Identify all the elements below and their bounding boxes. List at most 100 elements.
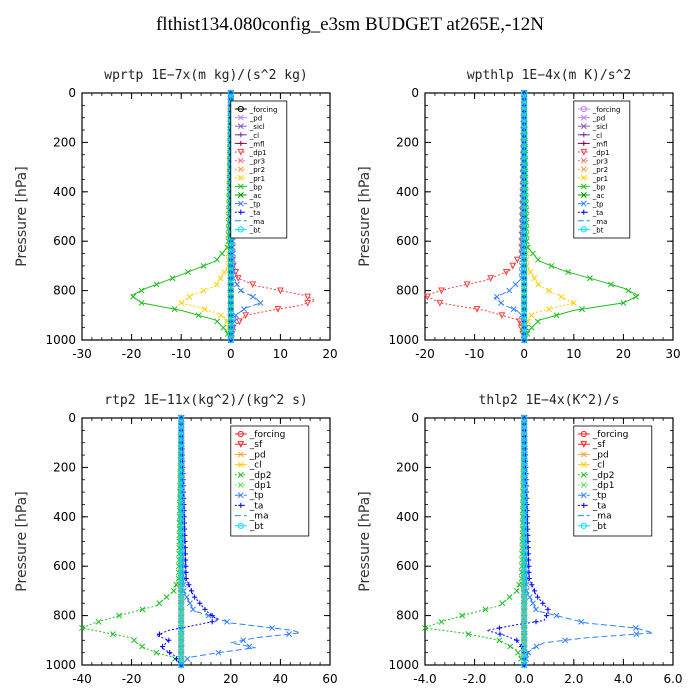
legend-label: _pd [249,450,266,460]
series-point [166,637,172,643]
series-point [497,631,503,637]
y-tick-label: 800 [396,609,419,623]
series-point [465,631,472,638]
series-point [178,433,185,440]
series-point [190,606,196,613]
legend-label: _ac [592,192,605,200]
legend-marker [580,183,587,190]
series-point [473,306,481,313]
series-point [521,194,528,202]
series-point [227,275,234,282]
series-point [163,594,170,601]
legend-label: _bt [592,226,604,234]
legend-label: _bp [592,183,606,191]
series-point [241,306,247,313]
y-tick-label: 600 [53,234,76,248]
series-point [79,624,85,631]
series-point [570,299,577,306]
series-point [178,593,185,601]
series-point [521,433,528,440]
legend-marker [580,114,587,121]
x-tick-label: 0 [520,347,528,361]
series-point [509,262,517,270]
legend-marker [580,148,588,156]
plot-frame [424,92,674,341]
legend-label: _dp2 [249,471,272,481]
series-point [178,445,185,452]
series-point [178,600,185,607]
series-point [139,643,146,650]
series-point [521,587,528,595]
series-point [138,287,145,294]
series-line [423,92,525,341]
x-tick-label: -4.0 [413,672,436,686]
series-point [183,575,189,582]
series-point [438,287,445,295]
series-point [236,318,243,326]
x-tick-label: -10 [465,347,485,361]
series-point [521,661,528,669]
legend-label: _forcing [249,430,286,440]
series-line [80,417,182,666]
series-point [131,637,138,644]
series-point [521,439,528,446]
series-point [521,114,528,121]
series-point [565,269,572,276]
series-point [545,606,551,613]
series-point [224,618,231,625]
series-point [562,637,569,644]
chart-panel: wprtp 1E−7x(m kg)/(s^2 kg) Pressure [hPa]… [14,68,338,361]
series-point [178,299,185,306]
series-line [180,417,301,666]
series-point [521,256,528,263]
legend-marker [237,471,244,478]
series-line [486,417,550,665]
legend-label: _mfl [249,140,265,148]
legend-label: _ma [592,218,608,226]
series-point [521,89,528,97]
series-point [178,421,185,428]
series-point [521,427,528,434]
series-point [227,318,234,325]
series-point [521,102,528,109]
legend-label: _ta [249,209,261,217]
y-tick-label: 200 [53,460,76,474]
legend-marker [237,105,244,113]
series-point [200,262,207,269]
legend-label: _cl [249,132,259,140]
figure-title: flthist134.080config_e3sm BUDGET at265E,… [155,14,545,35]
legend-label: _dp1 [249,149,267,157]
series-point [578,618,585,625]
series-point [246,643,253,650]
series-point [227,293,234,300]
series-point [169,275,176,282]
legend-marker [580,123,587,130]
x-tick-label: -20 [122,672,142,686]
legend-marker [238,140,244,146]
series-point [181,520,188,526]
series-point [424,293,431,301]
series-point [521,268,528,276]
series-point [521,201,528,208]
series-point [202,606,208,613]
series-point [183,594,190,601]
series-point [227,256,234,263]
series-point [521,176,528,183]
series-point [215,649,222,656]
series-point [286,631,293,638]
series-point [529,250,536,257]
legend-label: _dp1 [249,481,272,491]
series-point [521,624,528,632]
legend-marker [580,105,587,113]
series-point [512,281,519,288]
legend-marker [580,200,587,207]
legend-marker [237,200,244,207]
x-tick-label: 60 [322,672,337,686]
legend-label: _mfl [592,140,608,148]
legend-label: _pr3 [249,158,265,166]
series-point [240,637,247,644]
series-point [436,299,444,307]
series-point [482,606,489,613]
y-tick-label: 400 [396,185,419,199]
series-point [227,306,234,313]
